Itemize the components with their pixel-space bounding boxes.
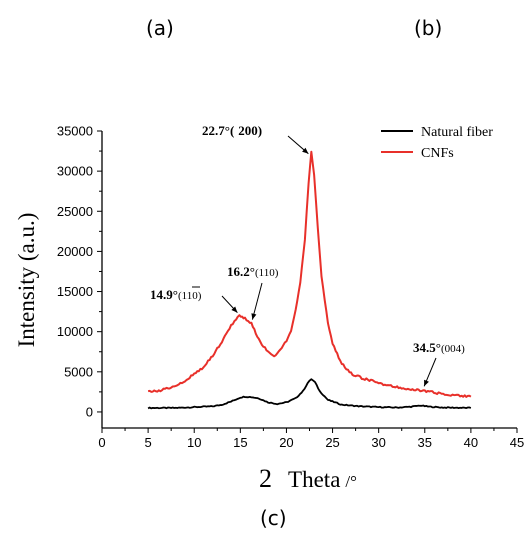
x-axis-label: 2 Theta/° bbox=[259, 464, 357, 493]
panel-label-b: (b) bbox=[414, 16, 443, 40]
x-tick-label: 20 bbox=[279, 435, 293, 450]
annotation-110-arrow bbox=[251, 282, 263, 320]
x-tick-label: 0 bbox=[98, 435, 105, 450]
peak-annotations: 22.7°(200) 16.2°(110) 14.9°(110) 34.5°(004) bbox=[150, 123, 465, 387]
annotation-004-text: 34.5°(004) bbox=[413, 340, 465, 355]
x-tick-label: 10 bbox=[187, 435, 201, 450]
y-tick-label: 10000 bbox=[57, 324, 93, 339]
annotation-1-10-arrowhead bbox=[231, 306, 238, 313]
annotation-004-arrowhead bbox=[424, 379, 429, 387]
legend-label: Natural fiber bbox=[421, 125, 493, 140]
y-tick-label: 15000 bbox=[57, 284, 93, 299]
y-tick-label: 5000 bbox=[64, 364, 93, 379]
x-tick-label: 25 bbox=[325, 435, 339, 450]
y-tick-label: 20000 bbox=[57, 244, 93, 259]
xrd-chart: 0 5 10 15 20 25 30 35 40 45 0 5000 10000 15000 20000 25… bbox=[14, 123, 524, 493]
annotation-1-10-text: 14.9°(110) bbox=[150, 287, 202, 302]
axis-labels: Intensity (a.u.) 2 Theta/° bbox=[14, 213, 357, 493]
panel-label-a: (a) bbox=[146, 16, 174, 40]
x-tick-label: 35 bbox=[418, 435, 432, 450]
y-axis-label: Intensity (a.u.) bbox=[14, 213, 39, 348]
x-tick-label: 5 bbox=[144, 435, 151, 450]
annotation-1-10: 14.9°(110) bbox=[150, 286, 238, 313]
y-tick-label: 25000 bbox=[57, 204, 93, 219]
x-tick-label: 40 bbox=[464, 435, 478, 450]
y-tick-label: 30000 bbox=[57, 164, 93, 179]
series-line-cnfs bbox=[147, 150, 472, 398]
annotation-110-text: 16.2°(110) bbox=[227, 264, 279, 279]
data-lines bbox=[147, 150, 472, 410]
annotation-200-arrowhead bbox=[302, 147, 309, 154]
y-tick-label: 0 bbox=[86, 404, 93, 419]
y-tick-label: 35000 bbox=[57, 124, 93, 139]
series-line-natural-fiber bbox=[147, 378, 472, 410]
legend: Natural fiber CNFs bbox=[381, 125, 493, 161]
axis-ticks: 0 5 10 15 20 25 30 35 40 45 0 5000 10000 15000 20000 25… bbox=[57, 124, 524, 451]
annotation-200: 22.7°(200) bbox=[202, 123, 309, 155]
x-tick-label: 15 bbox=[233, 435, 247, 450]
annotation-110: 16.2°(110) bbox=[227, 264, 279, 320]
x-tick-label: 45 bbox=[510, 435, 524, 450]
annotation-200-text: 22.7°(200) bbox=[202, 123, 262, 138]
legend-label: CNFs bbox=[421, 146, 454, 161]
annotation-004: 34.5°(004) bbox=[413, 340, 465, 387]
panel-label-c: (c) bbox=[260, 506, 287, 530]
annotation-110-arrowhead bbox=[251, 313, 257, 320]
x-tick-label: 30 bbox=[371, 435, 385, 450]
